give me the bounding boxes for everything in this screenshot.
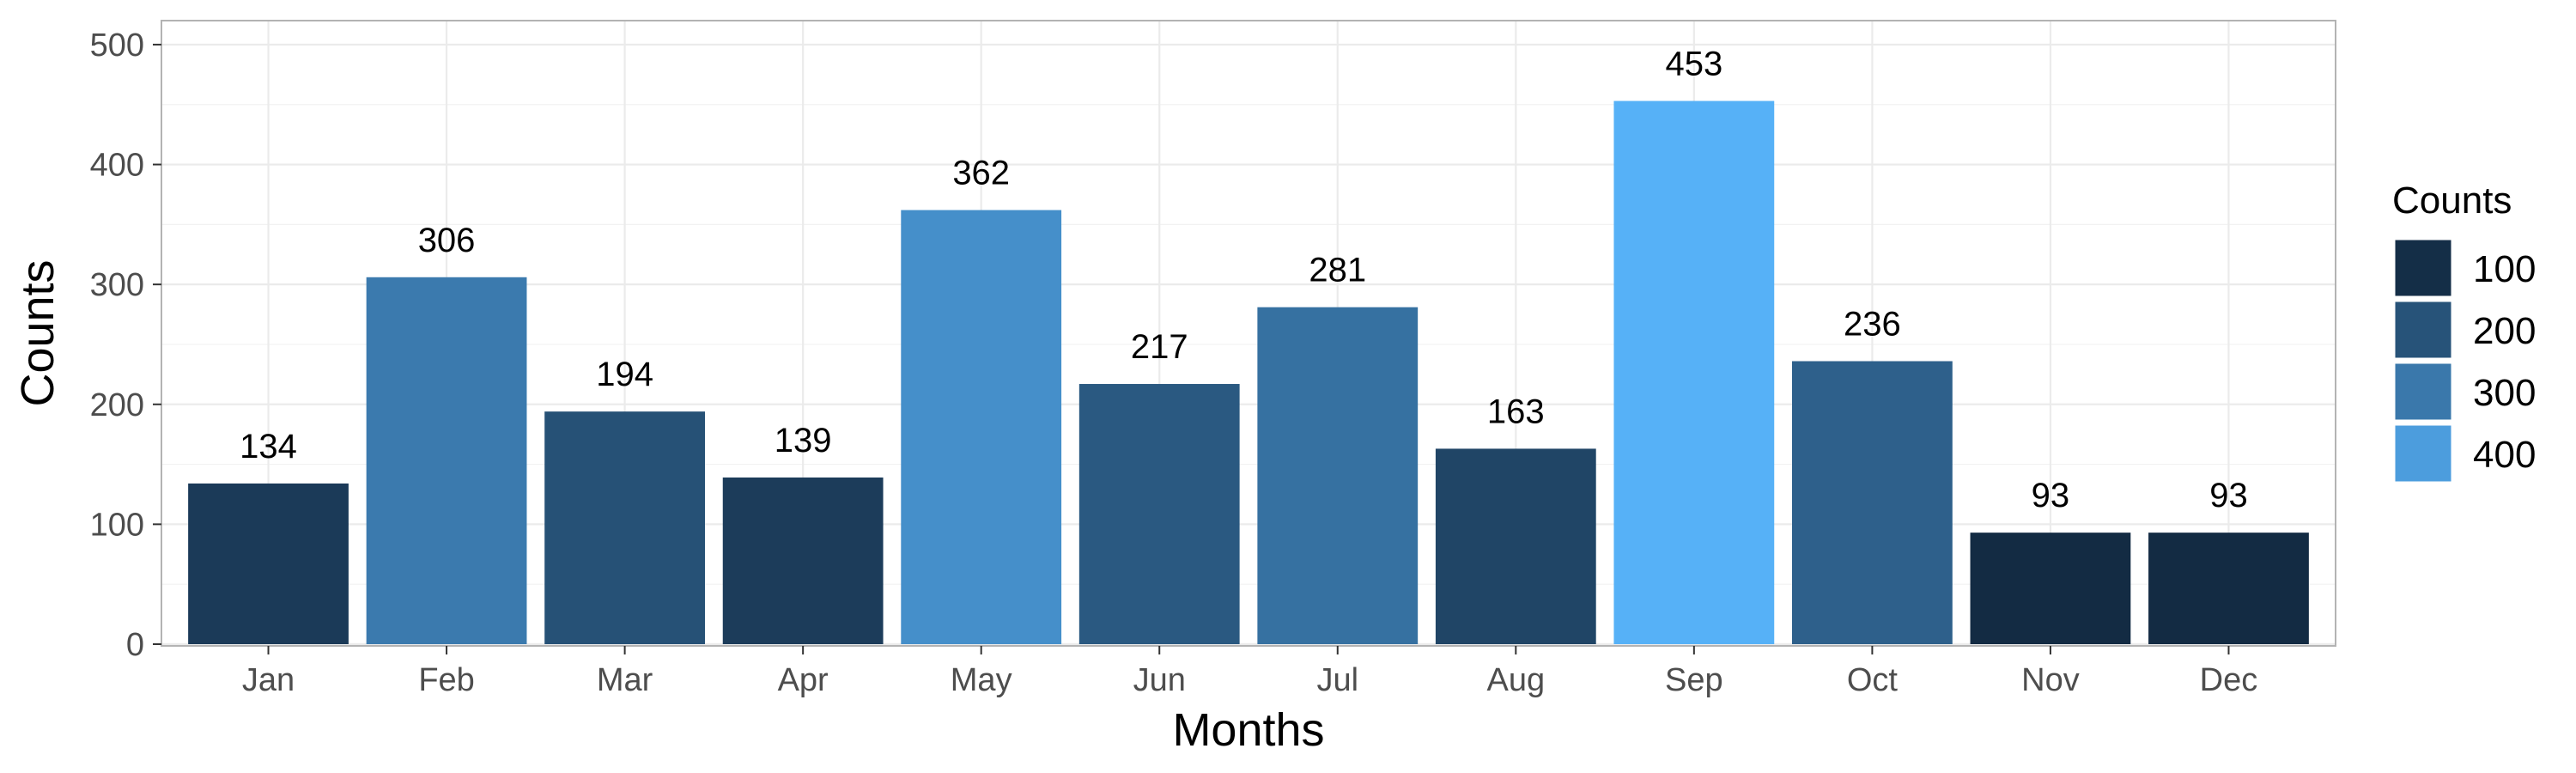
x-tick-label-jul: Jul — [1316, 662, 1358, 698]
bar-mar — [544, 411, 705, 644]
y-tick-label-300: 300 — [90, 267, 144, 303]
legend-title: Counts — [2392, 180, 2512, 222]
x-axis-title: Months — [1172, 704, 1324, 756]
data-label-jan: 134 — [240, 428, 297, 466]
x-tick-label-jun: Jun — [1133, 662, 1186, 698]
x-axis-ticks: Jan Feb Mar Apr May Jun Jul Aug Sep Oct Nov Dec — [242, 646, 2257, 698]
data-label-dec: 93 — [2209, 477, 2248, 514]
plot-panel-border — [161, 20, 2336, 647]
bar-feb — [366, 277, 527, 644]
bar-nov — [1970, 533, 2131, 644]
bar-dec — [2148, 533, 2309, 644]
y-tick-label-100: 100 — [90, 507, 144, 543]
data-label-may: 362 — [952, 155, 1010, 192]
bar-may — [901, 210, 1062, 645]
data-label-nov: 93 — [2032, 477, 2070, 514]
x-tick-label-apr: Apr — [778, 662, 829, 698]
y-axis-ticks: 0 100 200 300 400 500 — [90, 27, 161, 663]
data-label-sep: 453 — [1665, 46, 1722, 83]
x-tick-label-jan: Jan — [242, 662, 295, 698]
y-tick-label-400: 400 — [90, 148, 144, 184]
y-tick-label-200: 200 — [90, 387, 144, 423]
data-label-aug: 163 — [1487, 393, 1545, 430]
bars — [188, 100, 2309, 645]
legend: Counts 100 200 300 400 — [2392, 180, 2536, 484]
legend-key-100 — [2392, 237, 2454, 299]
y-tick-label-500: 500 — [90, 27, 144, 64]
x-tick-label-oct: Oct — [1847, 662, 1899, 698]
legend-label-300: 300 — [2473, 372, 2536, 414]
legend-key-400 — [2392, 423, 2454, 484]
legend-key-200 — [2392, 299, 2454, 361]
x-tick-label-nov: Nov — [2021, 662, 2080, 698]
bar-sep — [1613, 100, 1775, 645]
data-labels: 134 306 194 139 362 217 281 163 453 236 93 93 — [240, 46, 2248, 515]
data-label-oct: 236 — [1844, 306, 1901, 344]
legend-label-100: 100 — [2473, 248, 2536, 290]
bar-apr — [722, 477, 884, 644]
x-tick-label-sep: Sep — [1665, 662, 1723, 698]
data-label-mar: 194 — [596, 356, 653, 393]
x-tick-label-mar: Mar — [597, 662, 653, 698]
x-tick-label-dec: Dec — [2200, 662, 2258, 698]
legend-label-400: 400 — [2473, 434, 2536, 476]
data-label-jul: 281 — [1309, 252, 1366, 289]
y-axis-title: Counts — [12, 259, 64, 406]
legend-key-300 — [2392, 361, 2454, 423]
x-tick-label-aug: Aug — [1486, 662, 1545, 698]
data-label-feb: 306 — [418, 222, 476, 259]
bar-oct — [1792, 361, 1953, 644]
bar-aug — [1435, 448, 1596, 644]
legend-label-200: 200 — [2473, 310, 2536, 352]
bar-jun — [1078, 384, 1240, 644]
bar-jan — [188, 483, 349, 644]
data-label-apr: 139 — [775, 422, 832, 460]
x-tick-label-may: May — [951, 662, 1012, 698]
y-tick-label-0: 0 — [126, 627, 144, 663]
x-tick-label-feb: Feb — [418, 662, 474, 698]
bar-jul — [1257, 307, 1419, 644]
data-label-jun: 217 — [1131, 328, 1188, 366]
